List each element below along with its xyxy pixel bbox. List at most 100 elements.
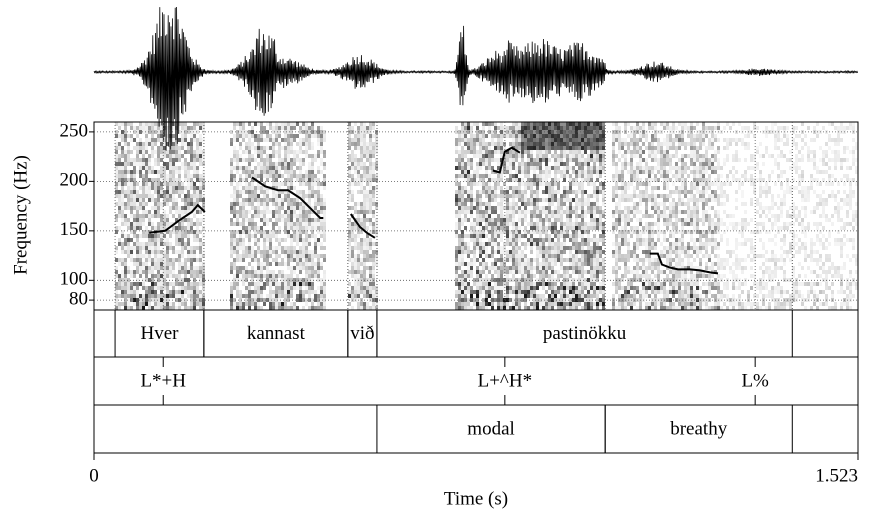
spectrogram-texture <box>121 174 124 178</box>
spectrogram-texture <box>645 170 648 174</box>
spectrogram-texture <box>575 170 578 174</box>
spectrogram-texture <box>602 202 605 206</box>
spectrogram-texture <box>485 294 488 298</box>
spectrogram-texture <box>533 158 536 162</box>
spectrogram-texture <box>136 258 139 262</box>
spectrogram-texture <box>242 158 245 162</box>
spectrogram-texture <box>166 190 169 194</box>
spectrogram-texture <box>476 194 479 198</box>
spectrogram-texture <box>320 134 323 138</box>
spectrogram-texture <box>314 234 317 238</box>
spectrogram-texture <box>148 250 151 254</box>
spectrogram-texture <box>160 146 163 150</box>
spectrogram-texture <box>458 174 461 178</box>
spectrogram-texture <box>473 122 476 126</box>
spectrogram-texture <box>257 242 260 246</box>
spectrogram-texture <box>476 286 479 290</box>
spectrogram-texture <box>357 210 360 214</box>
spectrogram-texture <box>299 142 302 146</box>
spectrogram-texture <box>139 146 142 150</box>
spectrogram-texture <box>563 146 566 150</box>
spectrogram-texture <box>257 134 260 138</box>
spectrogram-texture <box>351 154 354 158</box>
spectrogram-texture <box>596 142 599 146</box>
spectrogram-texture <box>124 258 127 262</box>
spectrogram-texture <box>479 282 482 286</box>
spectrogram-texture <box>512 186 515 190</box>
spectrogram-texture <box>157 270 160 274</box>
spectrogram-texture <box>482 242 485 246</box>
spectrogram-texture <box>584 258 587 262</box>
spectrogram-texture <box>275 230 278 234</box>
spectrogram-texture <box>482 266 485 270</box>
spectrogram-texture <box>557 298 560 302</box>
spectrogram-texture <box>323 302 326 306</box>
spectrogram-texture <box>190 182 193 186</box>
spectrogram-texture <box>461 174 464 178</box>
spectrogram-texture <box>145 134 148 138</box>
spectrogram-texture <box>187 230 190 234</box>
spectrogram-texture <box>166 174 169 178</box>
spectrogram-texture <box>254 206 257 210</box>
spectrogram-texture <box>545 258 548 262</box>
spectrogram-texture <box>348 242 351 246</box>
spectrogram-texture <box>354 182 357 186</box>
spectrogram-texture <box>572 266 575 270</box>
spectrogram-texture <box>172 142 175 146</box>
spectrogram-texture <box>348 194 351 198</box>
spectrogram-texture <box>172 270 175 274</box>
spectrogram-texture <box>630 138 633 142</box>
spectrogram-texture <box>624 286 627 290</box>
spectrogram-texture <box>305 126 308 130</box>
spectrogram-texture <box>323 166 326 170</box>
spectrogram-texture <box>539 182 542 186</box>
spectrogram-texture <box>275 218 278 222</box>
spectrogram-texture <box>488 154 491 158</box>
spectrogram-texture <box>290 242 293 246</box>
spectrogram-texture <box>296 282 299 286</box>
spectrogram-texture <box>488 218 491 222</box>
spectrogram-texture <box>236 190 239 194</box>
spectrogram-texture <box>160 302 163 306</box>
spectrogram-texture <box>348 290 351 294</box>
spectrogram-texture <box>518 306 521 310</box>
spectrogram-texture <box>193 270 196 274</box>
spectrogram-texture <box>136 210 139 214</box>
spectrogram-texture <box>587 286 590 290</box>
spectrogram-texture <box>369 182 372 186</box>
spectrogram-texture <box>172 246 175 250</box>
spectrogram-texture <box>506 278 509 282</box>
spectrogram-texture <box>494 258 497 262</box>
spectrogram-texture <box>506 166 509 170</box>
spectrogram-texture <box>545 130 548 134</box>
spectrogram-texture <box>533 162 536 166</box>
spectrogram-texture <box>575 138 578 142</box>
spectrogram-texture <box>533 230 536 234</box>
spectrogram-texture <box>184 286 187 290</box>
spectrogram-texture <box>575 266 578 270</box>
spectrogram-texture <box>461 122 464 126</box>
spectrogram-texture <box>178 302 181 306</box>
spectrogram-texture <box>527 290 530 294</box>
spectrogram-texture <box>566 306 569 310</box>
spectrogram-texture <box>521 158 524 162</box>
spectrogram-texture <box>566 282 569 286</box>
spectrogram-texture <box>488 174 491 178</box>
spectrogram-texture <box>302 122 305 126</box>
spectrogram-texture <box>175 278 178 282</box>
spectrogram-texture <box>323 174 326 178</box>
spectrogram-texture <box>494 234 497 238</box>
spectrogram-texture <box>351 182 354 186</box>
spectrogram-texture <box>308 242 311 246</box>
spectrogram-texture <box>467 162 470 166</box>
spectrogram-texture <box>633 138 636 142</box>
spectrogram-texture <box>470 222 473 226</box>
spectrogram-texture <box>527 258 530 262</box>
spectrogram-texture <box>184 274 187 278</box>
spectrogram-texture <box>251 182 254 186</box>
spectrogram-texture <box>115 298 118 302</box>
spectrogram-texture <box>127 202 130 206</box>
spectrogram-texture <box>266 162 269 166</box>
spectrogram-texture <box>275 246 278 250</box>
spectrogram-texture <box>554 286 557 290</box>
